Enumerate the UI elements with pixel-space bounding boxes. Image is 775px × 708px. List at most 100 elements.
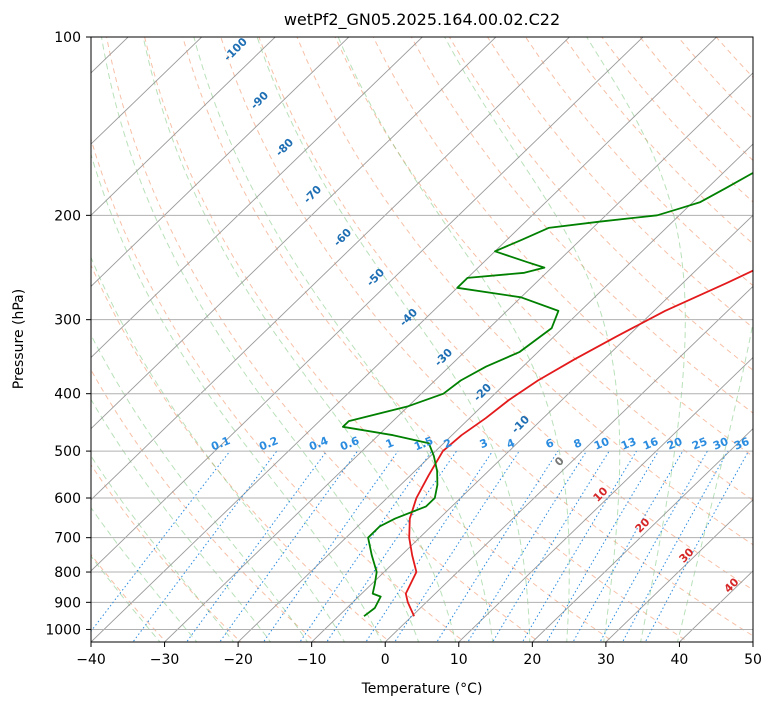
dry-adiabat [182, 37, 690, 642]
mixing-ratio-line [185, 450, 328, 642]
dry-adiabat [91, 464, 242, 642]
y-tick-label: 900 [54, 595, 81, 611]
mixing-ratio-label: 8 [572, 436, 584, 451]
dry-adiabat-label: 30 [677, 545, 697, 565]
isotherm [163, 72, 753, 642]
mixing-ratio-line [644, 450, 750, 642]
mixing-ratio-line [436, 450, 559, 642]
dry-adiabat-label: -40 [397, 306, 420, 329]
dry-adiabat-label: -90 [248, 89, 271, 112]
background-lines [91, 37, 775, 644]
dry-adiabat [487, 37, 753, 329]
dry-adiabat [144, 37, 615, 642]
isotherm [91, 37, 276, 216]
y-tick-label: 1000 [45, 622, 81, 638]
x-tick-label: 10 [450, 652, 468, 668]
y-tick-label: 500 [54, 444, 81, 460]
mixing-ratio-line [91, 450, 231, 633]
mixing-ratio-line [262, 450, 399, 642]
mixing-ratio-label: 13 [619, 435, 638, 453]
mixing-ratio-line [572, 450, 684, 642]
x-tick-label: −20 [223, 652, 253, 668]
isotherm [752, 641, 753, 642]
moist-adiabat [256, 37, 531, 642]
isotherm [531, 427, 753, 642]
mixing-ratio-label: 10 [592, 435, 611, 453]
y-tick-label: 400 [54, 387, 81, 403]
mixing-ratio-label: 2 [442, 436, 454, 451]
mixing-ratio-label: 30 [711, 435, 730, 453]
y-axis-title: Pressure (hPa) [11, 289, 27, 389]
moist-adiabat [193, 37, 494, 642]
mixing-ratio-label: 1 [384, 436, 396, 451]
x-axis-title: Temperature (°C) [361, 681, 483, 697]
y-tick-label: 200 [54, 208, 81, 224]
y-tick-label: 100 [54, 30, 81, 46]
y-tick-label: 800 [54, 565, 81, 581]
mixing-ratio-label: 4 [505, 436, 517, 451]
plot-frame [90, 36, 754, 643]
dry-adiabat [563, 37, 753, 245]
dry-adiabat-label: -50 [364, 266, 387, 289]
x-tick-label: 30 [597, 652, 615, 668]
y-axis: 1000 900 800 700 600 500 400 300 200 100 [45, 30, 91, 638]
mixing-ratio-line [299, 450, 433, 642]
isotherm [91, 37, 497, 430]
moist-adiabat [91, 398, 272, 642]
moist-adiabat [142, 37, 457, 642]
dry-adiabat [91, 137, 466, 642]
isotherm [237, 143, 753, 642]
dry-adiabat-label: -10 [509, 413, 532, 436]
mixing-ratio-line [365, 450, 494, 642]
mixing-ratio-line [492, 450, 610, 642]
moist-adiabat [91, 152, 383, 642]
moist-adiabat [91, 256, 346, 642]
series-layer [342, 172, 753, 617]
dry-adiabat [754, 37, 775, 644]
mixing-ratio-label: 20 [665, 435, 684, 453]
profile-line [404, 269, 753, 617]
mixing-ratio-label: 6 [544, 436, 556, 451]
x-tick-label: 0 [381, 652, 390, 668]
mixing-ratio-label: 36 [732, 435, 751, 453]
dry-adiabat-label: -80 [273, 136, 296, 159]
dry-adiabat [715, 37, 753, 78]
dry-adiabat [639, 37, 753, 162]
x-tick-label: −10 [297, 652, 327, 668]
moist-adiabat [91, 455, 235, 642]
mixing-ratio-line [326, 450, 457, 642]
isotherm [605, 499, 753, 642]
dry-adiabat [372, 37, 753, 457]
mixing-ratio-line [219, 450, 358, 642]
mixing-ratio-line [394, 450, 520, 642]
x-tick-label: 50 [744, 652, 762, 668]
isotherm [91, 37, 203, 145]
x-tick-label: 20 [523, 652, 541, 668]
x-tick-label: −40 [76, 652, 106, 668]
isotherm [91, 37, 718, 642]
chart-title: wetPf2_GN05.2025.164.00.02.C22 [284, 10, 560, 30]
x-tick-label: 40 [671, 652, 689, 668]
profile-line [342, 172, 753, 617]
mixing-ratio-label: 0.6 [338, 434, 361, 453]
x-axis: −40 −30 −20 −10 0 10 20 30 40 50 [76, 642, 762, 668]
isotherm [91, 37, 350, 287]
y-tick-label: 600 [54, 491, 81, 507]
mixing-ratio-line [599, 450, 708, 642]
dry-adiabat-label: 40 [722, 575, 742, 595]
dry-adiabat-label: -100 [221, 35, 250, 64]
isotherm [311, 214, 753, 642]
mixing-ratio-line [622, 450, 729, 642]
mixing-ratio-label: 16 [641, 435, 660, 453]
isotherm [384, 285, 753, 642]
mixing-ratio-label: 0.1 [209, 434, 232, 453]
dry-adiabat [91, 368, 317, 642]
isoline-labels: -100-90-80-70-60-50-40-30-20-10010203040… [209, 35, 751, 596]
isotherm [91, 37, 424, 359]
isotherm [91, 37, 571, 501]
dry-adiabat-label: 0 [552, 454, 567, 469]
dry-adiabat [448, 37, 753, 371]
mixing-ratio-label: 0.4 [307, 434, 330, 453]
dry-adiabat-label: -60 [331, 226, 354, 249]
